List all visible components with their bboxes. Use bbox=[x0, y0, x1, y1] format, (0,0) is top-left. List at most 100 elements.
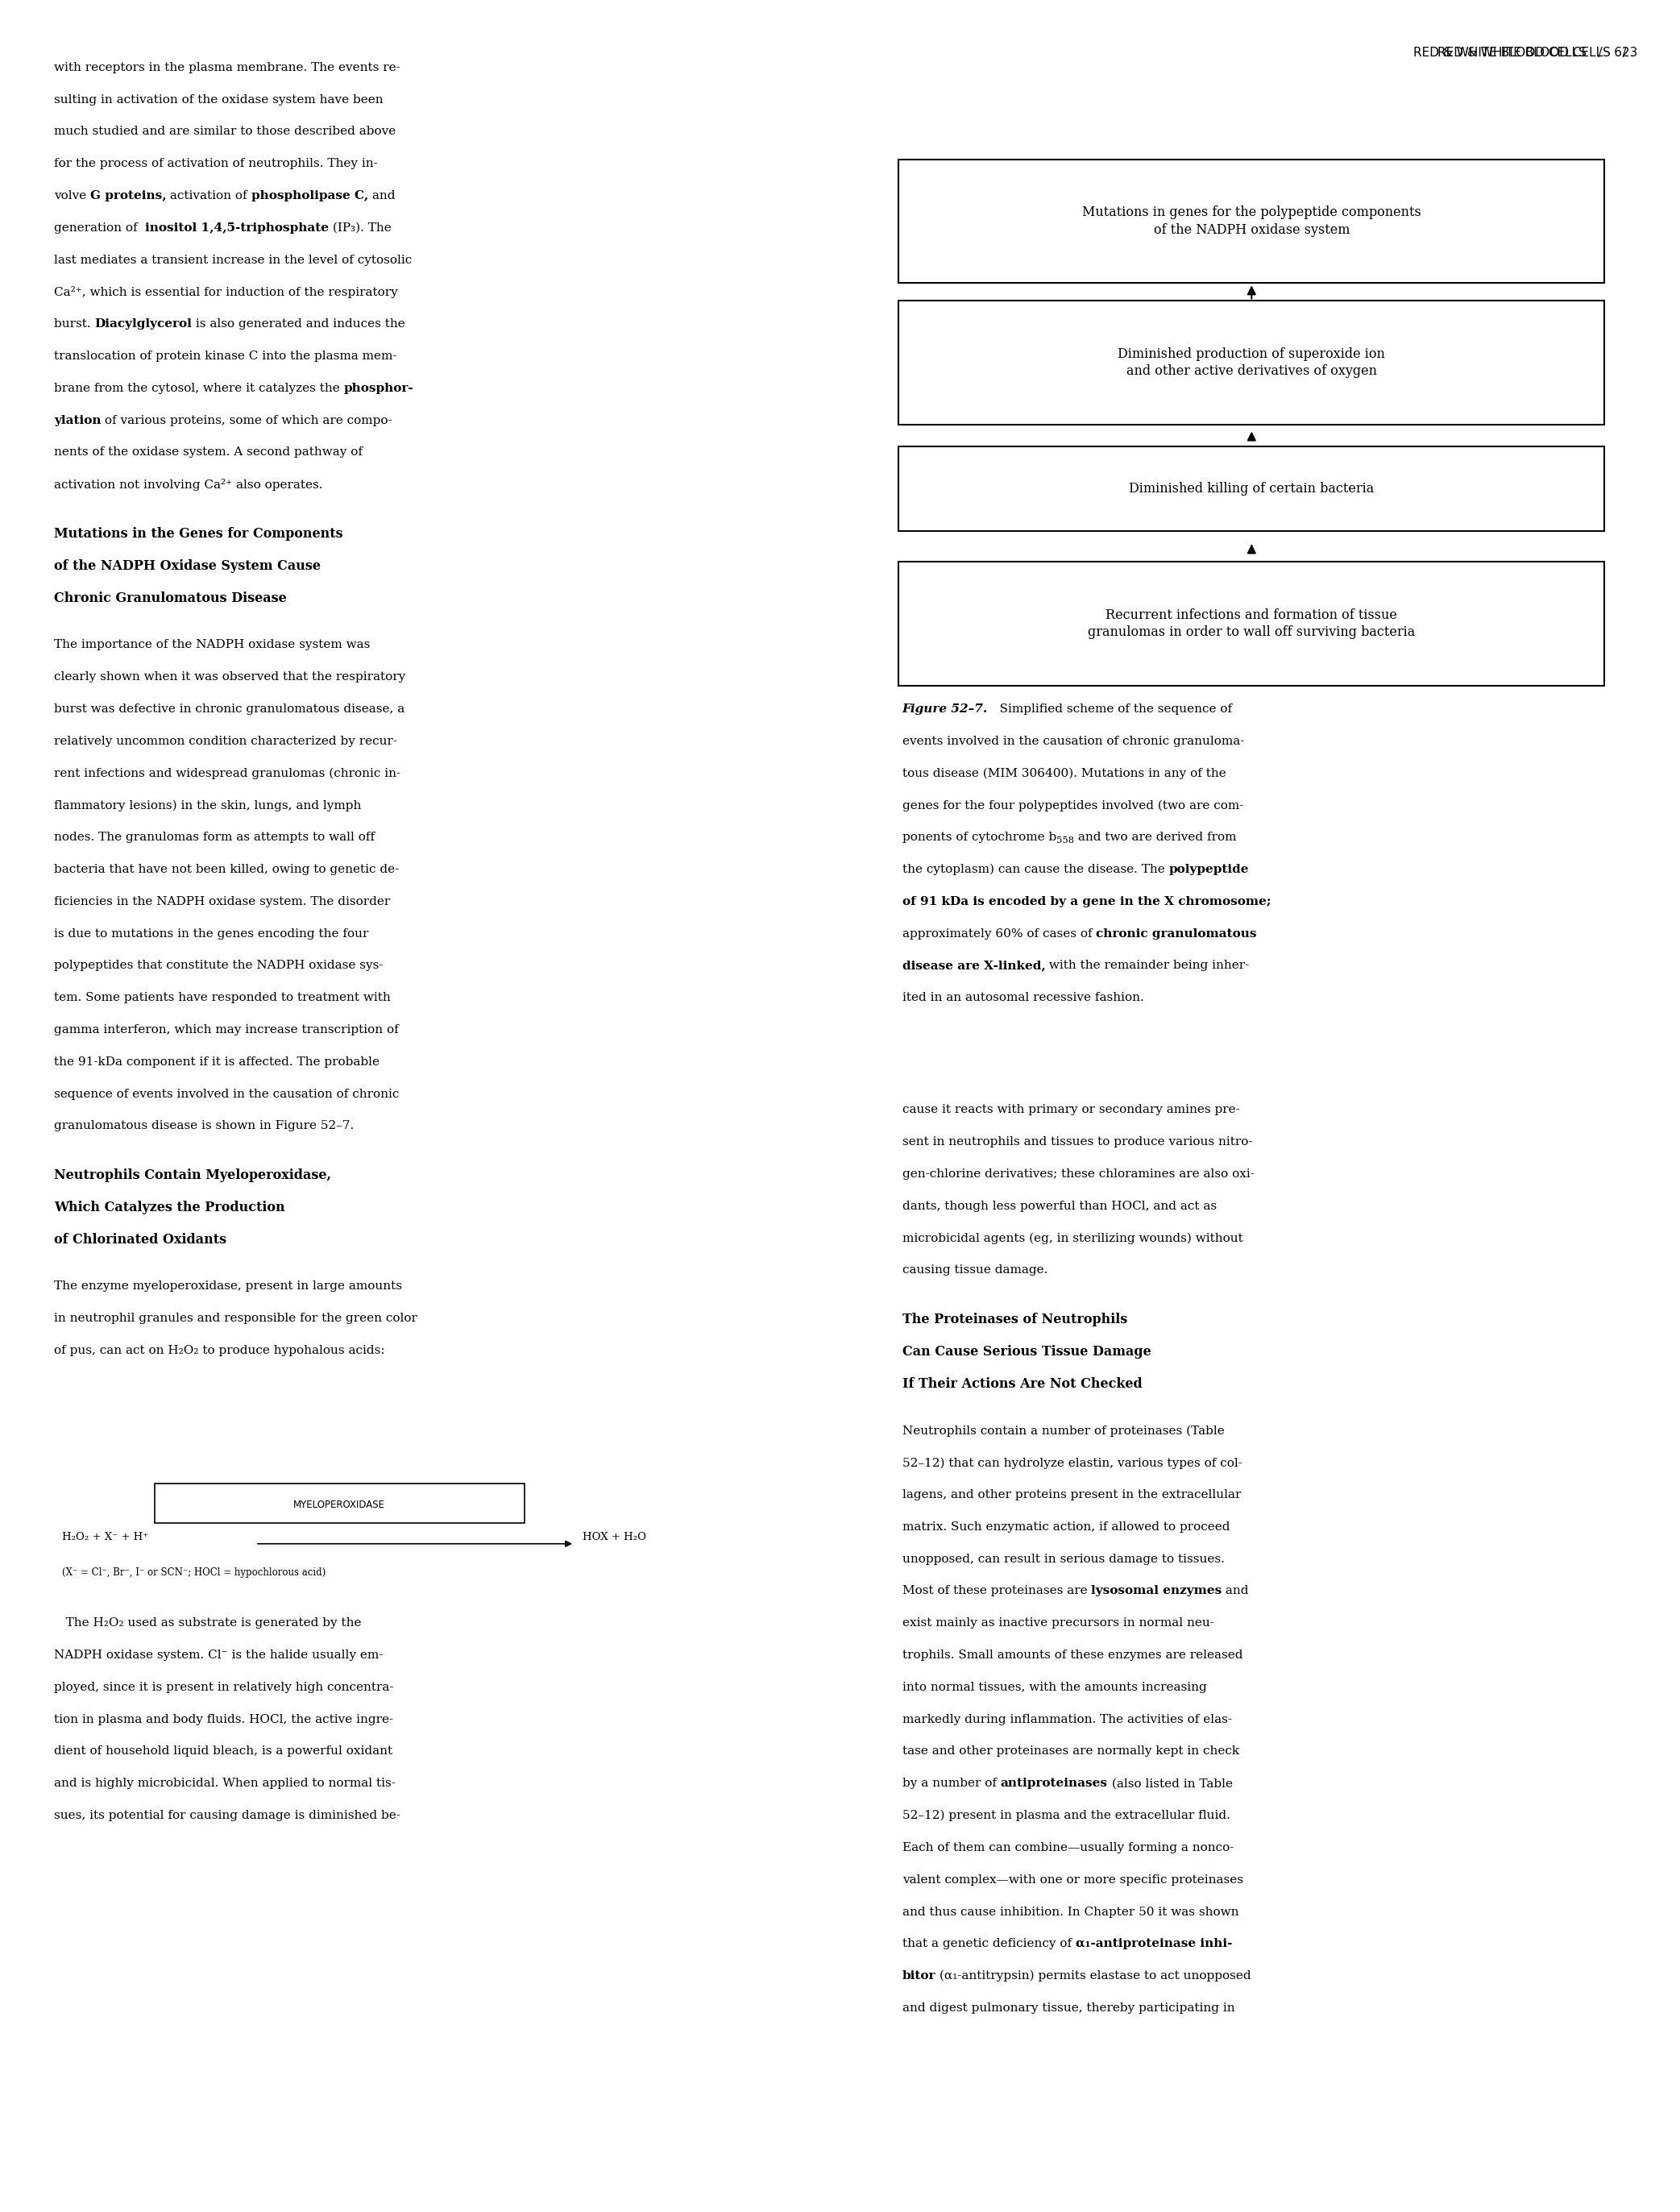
Text: the 91-kDa component if it is affected. The probable: the 91-kDa component if it is affected. … bbox=[54, 1055, 380, 1068]
Text: sulting in activation of the oxidase system have been: sulting in activation of the oxidase sys… bbox=[54, 93, 383, 106]
Text: 52–12) that can hydrolyze elastin, various types of col-: 52–12) that can hydrolyze elastin, vario… bbox=[902, 1458, 1242, 1469]
Text: Ca²⁺, which is essential for induction of the respiratory: Ca²⁺, which is essential for induction o… bbox=[54, 285, 398, 299]
Text: genes for the four polypeptides involved (two are com-: genes for the four polypeptides involved… bbox=[902, 799, 1243, 812]
Text: by a number of: by a number of bbox=[902, 1778, 1000, 1790]
Text: markedly during inflammation. The activities of elas-: markedly during inflammation. The activi… bbox=[902, 1714, 1231, 1725]
Text: and digest pulmonary tissue, thereby participating in: and digest pulmonary tissue, thereby par… bbox=[902, 2002, 1235, 2013]
Text: Mutations in the Genes for Components: Mutations in the Genes for Components bbox=[54, 526, 343, 540]
Text: that a genetic deficiency of: that a genetic deficiency of bbox=[902, 1938, 1075, 1949]
Text: Diacylglycerol: Diacylglycerol bbox=[94, 319, 192, 330]
Text: gen-chlorine derivatives; these chloramines are also oxi-: gen-chlorine derivatives; these chlorami… bbox=[902, 1168, 1255, 1179]
Text: chronic granulomatous: chronic granulomatous bbox=[1095, 927, 1257, 940]
Text: and is highly microbicidal. When applied to normal tis-: and is highly microbicidal. When applied… bbox=[54, 1778, 395, 1790]
Text: dient of household liquid bleach, is a powerful oxidant: dient of household liquid bleach, is a p… bbox=[54, 1745, 391, 1756]
Text: The importance of the NADPH oxidase system was: The importance of the NADPH oxidase syst… bbox=[54, 639, 370, 650]
Text: Neutrophils Contain Myeloperoxidase,: Neutrophils Contain Myeloperoxidase, bbox=[54, 1168, 331, 1181]
Text: polypeptide: polypeptide bbox=[1169, 863, 1248, 876]
Text: lagens, and other proteins present in the extracellular: lagens, and other proteins present in th… bbox=[902, 1489, 1242, 1500]
Text: of Chlorinated Oxidants: of Chlorinated Oxidants bbox=[54, 1232, 227, 1245]
Text: valent complex—with one or more specific proteinases: valent complex—with one or more specific… bbox=[902, 1874, 1243, 1885]
Text: sequence of events involved in the causation of chronic: sequence of events involved in the causa… bbox=[54, 1088, 398, 1099]
Text: 52–12) present in plasma and the extracellular fluid.: 52–12) present in plasma and the extrace… bbox=[902, 1809, 1230, 1820]
Text: tion in plasma and body fluids. HOCl, the active ingre-: tion in plasma and body fluids. HOCl, th… bbox=[54, 1714, 393, 1725]
Text: tem. Some patients have responded to treatment with: tem. Some patients have responded to tre… bbox=[54, 991, 390, 1004]
Text: gamma interferon, which may increase transcription of: gamma interferon, which may increase tra… bbox=[54, 1024, 398, 1035]
Text: Figure 52–7.: Figure 52–7. bbox=[902, 703, 988, 714]
Text: Each of them can combine—usually forming a nonco-: Each of them can combine—usually forming… bbox=[902, 1843, 1233, 1854]
Text: translocation of protein kinase C into the plasma mem-: translocation of protein kinase C into t… bbox=[54, 349, 396, 363]
Text: Diminished killing of certain bacteria: Diminished killing of certain bacteria bbox=[1129, 482, 1374, 495]
Bar bbox=[899, 562, 1604, 686]
Bar bbox=[899, 159, 1604, 283]
Text: cause it reacts with primary or secondary amines pre-: cause it reacts with primary or secondar… bbox=[902, 1104, 1240, 1115]
Text: If Their Actions Are Not Checked: If Their Actions Are Not Checked bbox=[902, 1376, 1142, 1391]
Text: flammatory lesions) in the skin, lungs, and lymph: flammatory lesions) in the skin, lungs, … bbox=[54, 799, 361, 812]
Text: The enzyme myeloperoxidase, present in large amounts: The enzyme myeloperoxidase, present in l… bbox=[54, 1281, 402, 1292]
Text: brane from the cytosol, where it catalyzes the: brane from the cytosol, where it catalyz… bbox=[54, 383, 343, 394]
Text: with the remainder being inher-: with the remainder being inher- bbox=[1045, 960, 1250, 971]
Text: bacteria that have not been killed, owing to genetic de-: bacteria that have not been killed, owin… bbox=[54, 863, 398, 876]
Text: the cytoplasm) can cause the disease. The: the cytoplasm) can cause the disease. Th… bbox=[902, 863, 1169, 876]
Text: RED & WHITE BLOOD CELLS   /   623: RED & WHITE BLOOD CELLS / 623 bbox=[1413, 46, 1638, 58]
Text: exist mainly as inactive precursors in normal neu-: exist mainly as inactive precursors in n… bbox=[902, 1617, 1215, 1628]
Text: granulomatous disease is shown in Figure 52–7.: granulomatous disease is shown in Figure… bbox=[54, 1119, 354, 1133]
Text: unopposed, can result in serious damage to tissues.: unopposed, can result in serious damage … bbox=[902, 1553, 1225, 1564]
Text: Chronic Granulomatous Disease: Chronic Granulomatous Disease bbox=[54, 591, 286, 604]
Text: and thus cause inhibition. In Chapter 50 it was shown: and thus cause inhibition. In Chapter 50… bbox=[902, 1907, 1238, 1918]
Text: ployed, since it is present in relatively high concentra-: ployed, since it is present in relativel… bbox=[54, 1681, 393, 1692]
Text: Recurrent infections and formation of tissue
granulomas in order to wall off sur: Recurrent infections and formation of ti… bbox=[1089, 608, 1415, 639]
Text: of 91 kDa is encoded by a gene in the X chromosome;: of 91 kDa is encoded by a gene in the X … bbox=[902, 896, 1270, 907]
Text: (X⁻ = Cl⁻, Br⁻, I⁻ or SCN⁻; HOCl = hypochlorous acid): (X⁻ = Cl⁻, Br⁻, I⁻ or SCN⁻; HOCl = hypoc… bbox=[62, 1568, 326, 1577]
Text: ylation: ylation bbox=[54, 414, 101, 427]
Text: 558: 558 bbox=[1057, 836, 1074, 845]
Text: α₁-antiproteinase inhi-: α₁-antiproteinase inhi- bbox=[1075, 1938, 1231, 1949]
Text: Which Catalyzes the Production: Which Catalyzes the Production bbox=[54, 1201, 284, 1214]
Text: and: and bbox=[1221, 1586, 1248, 1597]
Text: NADPH oxidase system. Cl⁻ is the halide usually em-: NADPH oxidase system. Cl⁻ is the halide … bbox=[54, 1650, 383, 1661]
Text: burst was defective in chronic granulomatous disease, a: burst was defective in chronic granuloma… bbox=[54, 703, 405, 714]
Text: H₂O₂ + X⁻ + H⁺: H₂O₂ + X⁻ + H⁺ bbox=[62, 1533, 148, 1542]
Text: much studied and are similar to those described above: much studied and are similar to those de… bbox=[54, 126, 395, 137]
Text: of the NADPH Oxidase System Cause: of the NADPH Oxidase System Cause bbox=[54, 560, 321, 573]
Text: events involved in the causation of chronic granuloma-: events involved in the causation of chro… bbox=[902, 734, 1245, 748]
Text: dants, though less powerful than HOCl, and act as: dants, though less powerful than HOCl, a… bbox=[902, 1201, 1216, 1212]
Text: nodes. The granulomas form as attempts to wall off: nodes. The granulomas form as attempts t… bbox=[54, 832, 375, 843]
Text: Most of these proteinases are: Most of these proteinases are bbox=[902, 1586, 1090, 1597]
Text: RED & WHITE BLOOD CELLS   /: RED & WHITE BLOOD CELLS / bbox=[1436, 46, 1638, 58]
Text: and two are derived from: and two are derived from bbox=[1074, 832, 1236, 843]
Text: is also generated and induces the: is also generated and induces the bbox=[192, 319, 405, 330]
Text: in neutrophil granules and responsible for the green color: in neutrophil granules and responsible f… bbox=[54, 1312, 417, 1325]
Text: last mediates a transient increase in the level of cytosolic: last mediates a transient increase in th… bbox=[54, 254, 412, 265]
Text: phosphor-: phosphor- bbox=[343, 383, 413, 394]
Text: polypeptides that constitute the NADPH oxidase sys-: polypeptides that constitute the NADPH o… bbox=[54, 960, 383, 971]
Text: inositol 1,4,5-triphosphate: inositol 1,4,5-triphosphate bbox=[144, 221, 329, 234]
Text: antiproteinases: antiproteinases bbox=[1000, 1778, 1107, 1790]
Text: of various proteins, some of which are compo-: of various proteins, some of which are c… bbox=[101, 414, 391, 427]
Text: sues, its potential for causing damage is diminished be-: sues, its potential for causing damage i… bbox=[54, 1809, 400, 1820]
Text: causing tissue damage.: causing tissue damage. bbox=[902, 1265, 1048, 1276]
Text: for the process of activation of neutrophils. They in-: for the process of activation of neutrop… bbox=[54, 159, 378, 170]
Text: of pus, can act on H₂O₂ to produce hypohalous acids:: of pus, can act on H₂O₂ to produce hypoh… bbox=[54, 1345, 385, 1356]
Text: volve: volve bbox=[54, 190, 91, 201]
Text: The H₂O₂ used as substrate is generated by the: The H₂O₂ used as substrate is generated … bbox=[54, 1617, 361, 1628]
Text: approximately 60% of cases of: approximately 60% of cases of bbox=[902, 927, 1095, 940]
Text: MYELOPEROXIDASE: MYELOPEROXIDASE bbox=[294, 1500, 385, 1511]
Text: G proteins,: G proteins, bbox=[91, 190, 166, 201]
Text: (also listed in Table: (also listed in Table bbox=[1107, 1778, 1233, 1790]
Text: with receptors in the plasma membrane. The events re-: with receptors in the plasma membrane. T… bbox=[54, 62, 400, 73]
Text: tase and other proteinases are normally kept in check: tase and other proteinases are normally … bbox=[902, 1745, 1240, 1756]
Text: clearly shown when it was observed that the respiratory: clearly shown when it was observed that … bbox=[54, 670, 405, 684]
Text: lysosomal enzymes: lysosomal enzymes bbox=[1090, 1586, 1221, 1597]
Text: (IP₃). The: (IP₃). The bbox=[329, 221, 391, 234]
Text: Simplified scheme of the sequence of: Simplified scheme of the sequence of bbox=[988, 703, 1231, 714]
Text: matrix. Such enzymatic action, if allowed to proceed: matrix. Such enzymatic action, if allowe… bbox=[902, 1522, 1230, 1533]
Text: Can Cause Serious Tissue Damage: Can Cause Serious Tissue Damage bbox=[902, 1345, 1151, 1358]
Text: rent infections and widespread granulomas (chronic in-: rent infections and widespread granuloma… bbox=[54, 768, 400, 779]
Text: Mutations in genes for the polypeptide components
of the NADPH oxidase system: Mutations in genes for the polypeptide c… bbox=[1082, 206, 1421, 237]
Text: into normal tissues, with the amounts increasing: into normal tissues, with the amounts in… bbox=[902, 1681, 1206, 1692]
Text: burst.: burst. bbox=[54, 319, 94, 330]
Text: nents of the oxidase system. A second pathway of: nents of the oxidase system. A second pa… bbox=[54, 447, 363, 458]
Text: sent in neutrophils and tissues to produce various nitro-: sent in neutrophils and tissues to produ… bbox=[902, 1137, 1252, 1148]
Text: relatively uncommon condition characterized by recur-: relatively uncommon condition characteri… bbox=[54, 734, 396, 748]
Text: trophils. Small amounts of these enzymes are released: trophils. Small amounts of these enzymes… bbox=[902, 1650, 1243, 1661]
